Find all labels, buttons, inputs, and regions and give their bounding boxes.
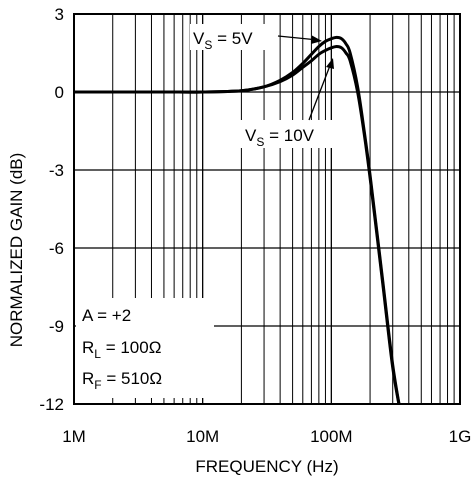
vs5-label: VS = 5V [193,29,253,52]
vs5-annotation: VS = 5V [190,24,322,52]
vs10-label-background [240,120,334,148]
y-tick-label: -3 [49,161,64,180]
conditions-annotation: A = +2 RL = 100Ω RF = 510Ω [76,298,214,398]
y-axis-title: NORMALIZED GAIN (dB) [7,153,26,348]
vs10-pointer-arrowhead [326,58,334,69]
y-tick-label: -12 [39,395,64,414]
y-tick-label: 0 [55,83,64,102]
x-tick-label: 100M [310,427,353,446]
rl-condition-label: RL = 100Ω [82,338,161,361]
tick-labels: 1M 10M 100M 1G 3 0 -3 -6 -9 -12 [39,5,471,446]
rf-condition-label: RF = 510Ω [82,369,162,392]
vs5-pointer-line [277,35,319,41]
series-line-vs-10v [74,45,401,404]
plot-frame [73,13,461,405]
vs5-label-background [190,24,276,50]
gain-condition-label: A = +2 [82,306,131,325]
y-tick-label: 3 [55,5,64,24]
vs10-annotation: VS = 10V [240,58,334,149]
x-axis-title: FREQUENCY (Hz) [195,457,338,476]
vs5-pointer-arrowhead [311,35,322,44]
y-tick-label: -9 [49,317,64,336]
vs10-pointer-line [308,62,332,121]
series-group [74,35,401,404]
x-tick-label: 10M [186,427,219,446]
conditions-background [76,298,214,398]
x-tick-label: 1G [449,427,472,446]
vs10-label: VS = 10V [245,126,315,149]
x-tick-label: 1M [62,427,86,446]
y-tick-label: -6 [49,239,64,258]
